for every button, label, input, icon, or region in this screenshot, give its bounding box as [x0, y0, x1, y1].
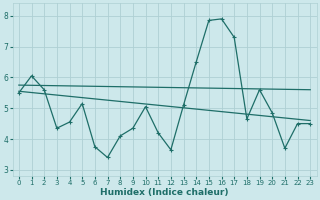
X-axis label: Humidex (Indice chaleur): Humidex (Indice chaleur) — [100, 188, 229, 197]
